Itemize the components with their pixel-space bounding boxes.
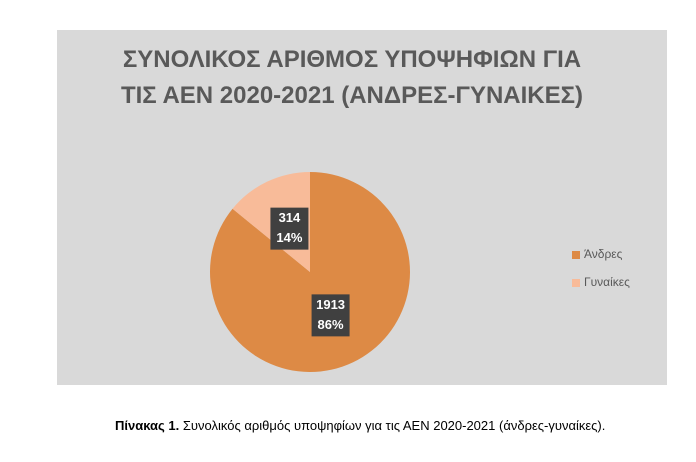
caption-text: Συνολικός αριθμός υποψηφίων για τις ΑΕΝ … bbox=[182, 418, 606, 433]
data-label-percent: 14% bbox=[276, 230, 302, 245]
caption: Πίνακας 1. Συνολικός αριθμός υποψηφίων γ… bbox=[115, 418, 605, 433]
legend-label: Άνδρες bbox=[584, 247, 623, 261]
chart-title: ΣΥΝΟΛΙΚΟΣ ΑΡΙΘΜΟΣ ΥΠΟΨΗΦΙΩΝ ΓΙΑ ΤΙΣ ΑΕΝ … bbox=[120, 46, 584, 109]
data-label-value: 1913 bbox=[316, 297, 345, 312]
data-label-percent: 86% bbox=[318, 317, 344, 332]
data-label-box bbox=[270, 207, 309, 250]
legend-swatch bbox=[572, 251, 580, 259]
data-label-box bbox=[311, 294, 350, 337]
data-label-value: 314 bbox=[279, 210, 301, 225]
caption-label: Πίνακας 1. bbox=[115, 418, 180, 433]
legend-label: Γυναίκες bbox=[584, 275, 630, 289]
legend-swatch bbox=[572, 279, 580, 287]
